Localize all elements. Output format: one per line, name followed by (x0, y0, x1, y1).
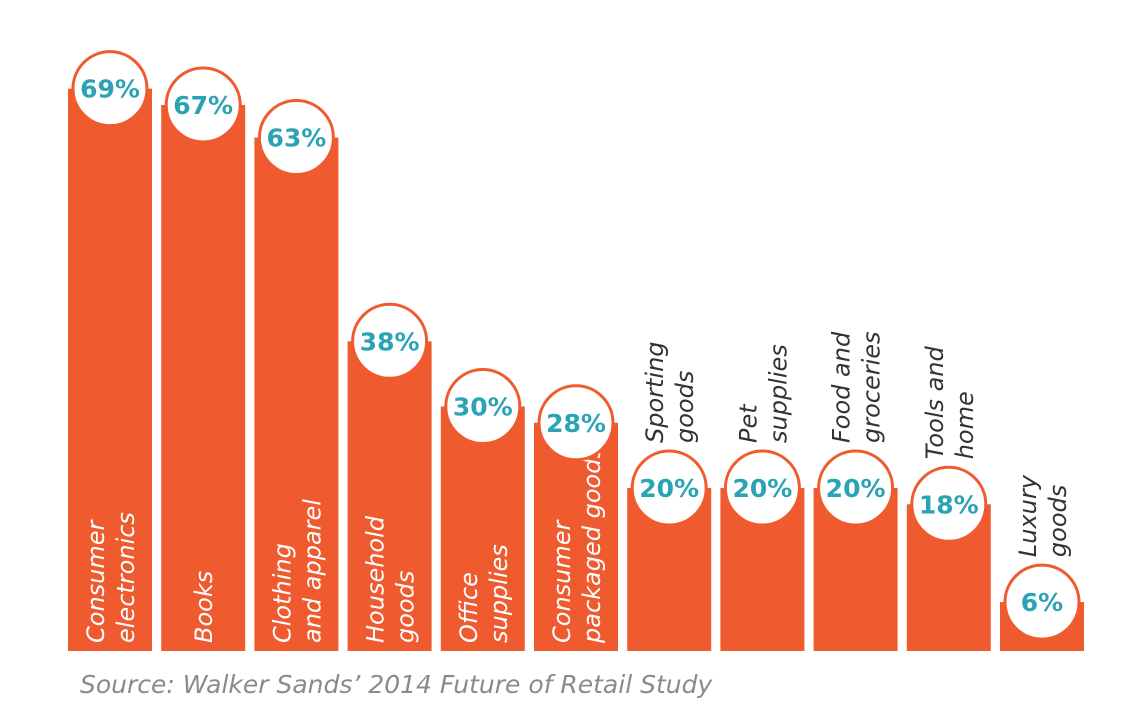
value-label: 69% (80, 75, 140, 104)
category-label-line: supplies (485, 544, 513, 643)
value-bubble (164, 66, 242, 144)
category-label-line: goods (1044, 485, 1072, 557)
value-label: 63% (266, 124, 326, 153)
category-label: Office supplies (455, 544, 513, 643)
category-label: Tools and home (921, 346, 979, 460)
category-label: Food and groceries (828, 331, 886, 443)
category-label-line: Tools and (921, 346, 949, 460)
value-label: 6% (1021, 588, 1063, 617)
bar (161, 104, 246, 651)
value-label: 20% (826, 474, 886, 503)
category-label-line: Luxury (1014, 474, 1042, 557)
value-label: 38% (360, 327, 420, 356)
value-bubble (817, 449, 895, 527)
value-label: 18% (919, 490, 979, 519)
value-bubble (1003, 563, 1081, 641)
category-label-line: Sporting (641, 341, 669, 443)
category-label: Clothing and apparel (268, 499, 326, 643)
category-label: Books (190, 571, 218, 643)
value-bubble (630, 449, 708, 527)
value-label: 20% (639, 474, 699, 503)
value-label: 20% (732, 474, 792, 503)
category-label: Pet supplies (734, 344, 792, 443)
category-label-line: home (951, 391, 979, 459)
bar (254, 137, 339, 652)
value-bubble (537, 384, 615, 462)
category-label-line: Office (455, 572, 483, 643)
category-label: Sporting goods (641, 341, 699, 443)
value-label: 28% (546, 409, 606, 438)
source-note: Source: Walker Sands’ 2014 Future of Ret… (80, 670, 713, 699)
bar (347, 341, 432, 651)
category-label-line: goods (671, 371, 699, 443)
value-bubble (910, 465, 988, 543)
category-label-line: and apparel (298, 499, 326, 643)
category-label: Consumer packaged goods (548, 446, 606, 644)
category-label-line: electronics (112, 512, 140, 643)
bar (440, 406, 525, 651)
category-label-line: supplies (764, 344, 792, 443)
value-bubble (351, 302, 429, 380)
category-label: Consumer electronics (82, 512, 140, 643)
category-label-line: packaged goods (578, 446, 606, 644)
bars (68, 88, 1084, 652)
category-label-line: Food and (828, 331, 856, 443)
value-label: 30% (453, 393, 513, 422)
category-label-line: Pet (734, 403, 762, 443)
category-label-line: Consumer (548, 518, 576, 643)
category-label-line: Household (362, 515, 390, 643)
category-label-line: goods (392, 571, 420, 643)
value-bubbles: 69% 67% 63% 38% 30% 28% 20% 20% 20% 18% 6% (71, 50, 1081, 641)
category-label-line: Consumer (82, 518, 110, 643)
value-bubble (723, 449, 801, 527)
category-labels: Consumer electronics Books Clothing and appa… (82, 331, 1072, 644)
category-label-line: groceries (858, 331, 886, 443)
category-label-line: Books (190, 571, 218, 643)
category-label: Household goods (362, 515, 420, 643)
category-label-line: Clothing (268, 543, 296, 643)
value-bubble (444, 368, 522, 445)
value-bubble (257, 99, 335, 177)
value-bubble (71, 50, 149, 128)
category-label: Luxury goods (1014, 474, 1072, 557)
value-label: 67% (173, 91, 233, 120)
bar (68, 88, 152, 651)
